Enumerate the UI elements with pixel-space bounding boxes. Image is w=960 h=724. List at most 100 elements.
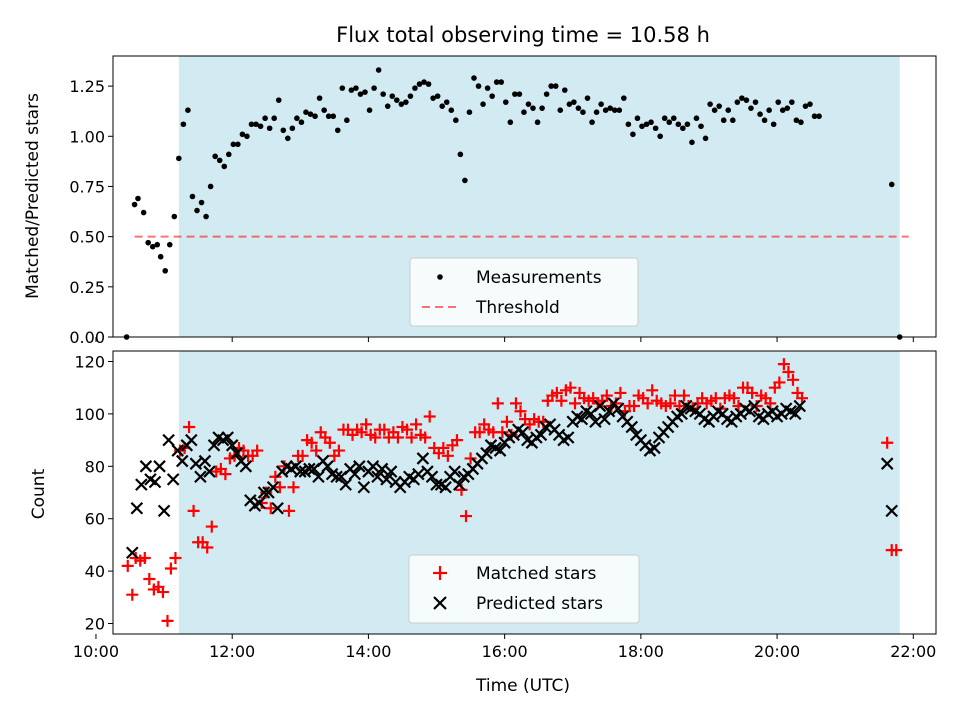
data-point-measurements: [589, 119, 595, 126]
data-point-measurements: [807, 101, 813, 107]
top-y-tick-label: 1.00: [69, 127, 105, 146]
data-point-measurements: [457, 151, 464, 158]
data-point-matched-stars: [550, 386, 563, 399]
data-point-matched-stars: [614, 386, 627, 399]
data-point-predicted-stars: [339, 478, 352, 491]
data-point-measurements: [816, 113, 822, 120]
x-tick-label: 12:00: [209, 642, 255, 661]
data-point-measurements: [145, 239, 151, 246]
data-point-matched-stars: [269, 470, 282, 483]
data-point-matched-stars: [405, 431, 418, 444]
data-point-predicted-stars: [153, 460, 166, 473]
data-point-matched-stars: [677, 389, 690, 402]
data-point-predicted-stars: [148, 475, 162, 489]
data-point-matched-stars: [777, 358, 790, 371]
data-point-measurements: [730, 117, 736, 124]
bottom-y-tick-label: 40: [85, 562, 105, 581]
data-point-measurements: [303, 109, 309, 115]
data-point-measurements: [407, 93, 414, 99]
data-point-measurements: [734, 99, 741, 105]
data-point-measurements: [680, 125, 686, 132]
data-point-predicted-stars: [452, 478, 466, 491]
data-point-measurements: [171, 213, 178, 220]
data-point-measurements: [266, 125, 273, 132]
data-point-measurements: [312, 113, 318, 120]
data-point-matched-stars: [143, 572, 156, 585]
data-point-measurements: [707, 101, 713, 107]
data-point-measurements: [607, 105, 614, 111]
data-point-measurements: [471, 75, 477, 81]
data-point-measurements: [225, 151, 232, 158]
data-point-measurements: [357, 91, 364, 97]
data-point-matched-stars: [796, 392, 809, 405]
data-point-measurements: [448, 107, 455, 113]
data-point-measurements: [131, 201, 138, 208]
top-y-axis-label: Matched/Predicted stars: [23, 93, 43, 299]
data-point-predicted-stars: [139, 460, 153, 473]
data-point-predicted-stars: [534, 428, 548, 442]
data-point-matched-stars: [437, 441, 450, 454]
bottom-y-axis-label: Count: [29, 468, 49, 519]
data-point-measurements: [248, 121, 255, 128]
data-point-measurements: [239, 131, 246, 138]
data-point-matched-stars: [564, 381, 577, 394]
data-point-measurements: [675, 121, 682, 128]
data-point-measurements: [625, 121, 632, 128]
data-point-predicted-stars: [416, 452, 430, 465]
data-point-predicted-stars: [203, 465, 216, 478]
data-point-measurements: [262, 115, 268, 122]
data-point-predicted-stars: [271, 501, 284, 515]
x-tick-label: 20:00: [754, 642, 800, 661]
data-point-measurements: [711, 107, 718, 113]
data-point-matched-stars: [323, 436, 336, 449]
data-point-matched-stars: [391, 431, 404, 444]
data-point-matched-stars: [764, 397, 777, 410]
data-point-measurements: [380, 91, 386, 97]
data-point-matched-stars: [569, 397, 582, 410]
data-point-measurements: [666, 119, 673, 126]
data-point-measurements: [166, 241, 173, 248]
data-point-predicted-stars: [171, 444, 184, 457]
data-point-predicted-stars: [189, 457, 203, 470]
data-point-measurements: [416, 81, 423, 87]
data-point-predicted-stars: [135, 478, 148, 491]
x-tick-label: 14:00: [345, 642, 391, 661]
data-point-matched-stars: [187, 504, 200, 517]
data-point-measurements: [784, 105, 791, 111]
x-tick-label: 22:00: [890, 642, 936, 661]
data-point-matched-stars: [473, 426, 486, 439]
data-point-measurements: [802, 103, 809, 109]
data-point-measurements: [375, 67, 382, 73]
data-point-matched-stars: [664, 397, 677, 410]
data-point-matched-stars: [555, 394, 568, 407]
data-point-matched-stars: [890, 544, 903, 557]
data-point-measurements: [616, 107, 623, 113]
data-point-measurements: [611, 107, 618, 113]
legend-marker-predicted: [433, 596, 447, 610]
data-point-measurements: [216, 157, 223, 164]
data-point-predicted-stars: [225, 439, 239, 452]
data-point-measurements: [525, 101, 532, 107]
data-point-matched-stars: [183, 420, 196, 433]
data-point-matched-stars: [628, 400, 641, 413]
data-point-measurements: [888, 181, 895, 188]
data-point-matched-stars: [423, 410, 436, 423]
legend-label-predicted: Predicted stars: [476, 594, 603, 614]
legend-marker-matched: [433, 566, 447, 580]
data-point-matched-stars: [332, 444, 345, 457]
data-point-predicted-stars: [257, 486, 271, 499]
data-point-measurements: [321, 107, 327, 113]
data-point-predicted-stars: [648, 441, 661, 455]
x-tick-label: 16:00: [482, 642, 528, 661]
data-point-matched-stars: [491, 397, 504, 410]
data-point-predicted-stars: [157, 504, 171, 518]
data-point-matched-stars: [509, 397, 522, 410]
data-point-measurements: [498, 79, 505, 85]
data-point-measurements: [789, 99, 795, 105]
legend-label-threshold: Threshold: [475, 298, 560, 318]
data-point-measurements: [725, 107, 732, 113]
data-point-measurements: [135, 195, 141, 202]
data-point-measurements: [630, 131, 636, 138]
data-point-measurements: [621, 95, 627, 101]
data-point-measurements: [552, 83, 559, 89]
